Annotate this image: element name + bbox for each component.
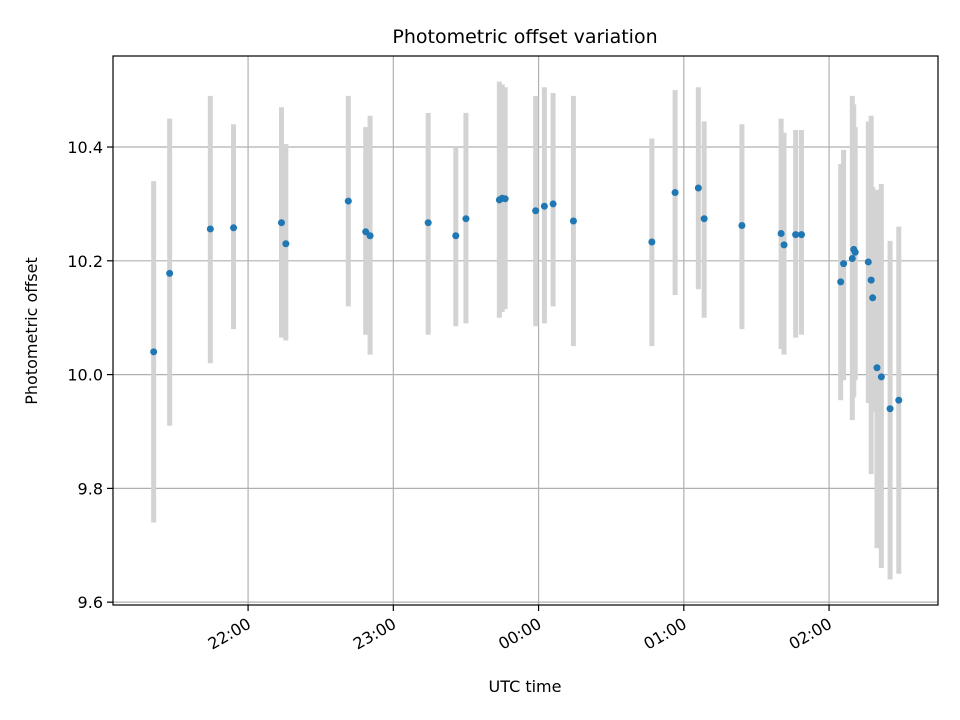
data-point: [886, 405, 894, 413]
data-point: [648, 238, 656, 246]
data-point: [344, 197, 352, 205]
data-point: [549, 200, 557, 208]
data-point: [569, 217, 577, 225]
data-point: [837, 278, 845, 286]
data-point: [700, 215, 708, 223]
data-point: [848, 255, 856, 263]
data-point: [230, 224, 238, 232]
data-point: [877, 373, 885, 381]
data-point: [694, 184, 702, 192]
data-point: [452, 232, 460, 240]
data-point: [851, 248, 859, 256]
data-point: [462, 215, 470, 223]
data-point: [532, 207, 540, 215]
y-tick-label: 10.2: [67, 252, 103, 271]
y-axis-ticks: 9.6 9.8 10.0 10.2 10.4: [67, 138, 113, 612]
data-point: [864, 258, 872, 266]
y-tick-label: 9.8: [78, 479, 103, 498]
data-point: [277, 219, 285, 227]
data-point: [738, 222, 746, 230]
data-point: [501, 195, 509, 203]
plot-frame: [112, 55, 939, 606]
data-point: [780, 241, 788, 249]
data-point: [150, 348, 158, 356]
data-point: [777, 230, 785, 238]
data-point: [869, 294, 877, 302]
data-point: [873, 364, 881, 372]
data-point: [797, 231, 805, 239]
y-tick-label: 10.0: [67, 366, 103, 385]
data-point: [540, 202, 548, 210]
data-point: [792, 231, 800, 239]
y-tick-label: 10.4: [67, 138, 103, 157]
data-point: [840, 260, 848, 268]
data-point: [206, 225, 214, 233]
data-points: [150, 184, 903, 413]
y-tick-label: 9.6: [78, 593, 103, 612]
y-axis-title: Photometric offset: [22, 257, 41, 405]
x-axis-title: UTC time: [489, 677, 562, 696]
data-point: [867, 276, 875, 284]
data-point: [424, 219, 432, 227]
chart-title: Photometric offset variation: [392, 26, 657, 48]
data-point: [671, 189, 679, 197]
data-point: [166, 269, 174, 277]
data-point: [366, 232, 374, 240]
data-point: [282, 240, 290, 248]
data-point: [895, 396, 903, 404]
